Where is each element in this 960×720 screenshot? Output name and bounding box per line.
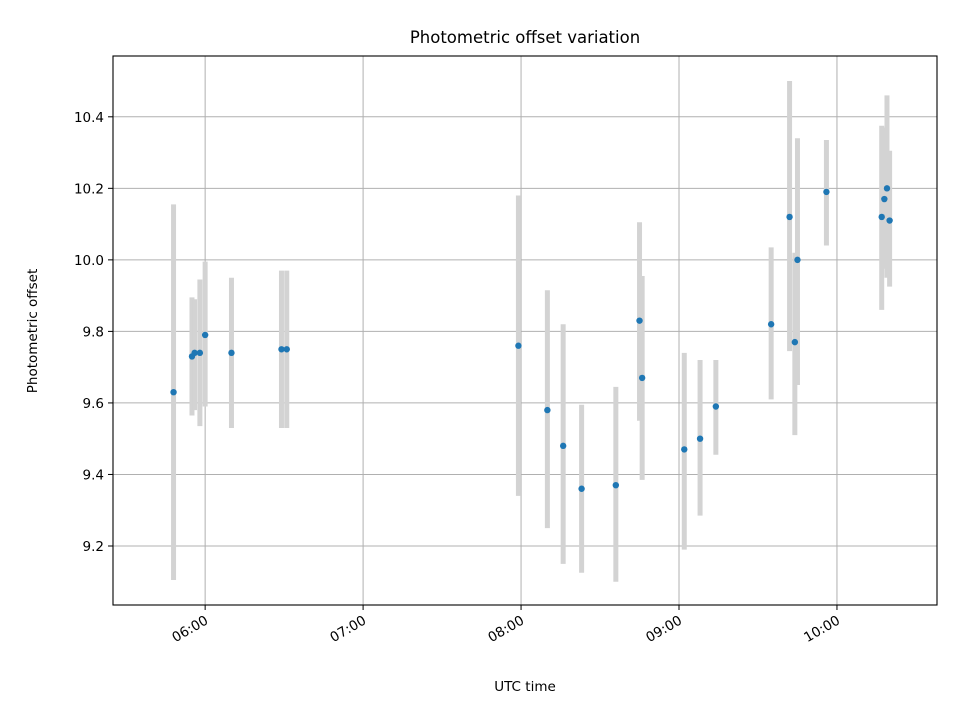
y-tick-label: 10.0 [74, 253, 104, 269]
data-point [638, 374, 646, 382]
grid [113, 56, 937, 605]
x-tick-label: 09:00 [643, 613, 685, 646]
data-point [791, 338, 799, 346]
y-tick-label: 9.6 [83, 396, 104, 412]
x-tick-label: 10:00 [801, 613, 843, 646]
data-point [191, 349, 198, 357]
data-point [559, 442, 567, 450]
data-point [878, 213, 885, 221]
x-tick-label: 08:00 [485, 613, 527, 646]
x-axis-label: UTC time [494, 679, 556, 695]
y-tick-label: 9.8 [83, 324, 104, 340]
data-point [515, 342, 522, 349]
data-point [578, 485, 585, 492]
data-point [883, 185, 891, 192]
y-tick-label: 9.4 [83, 467, 104, 483]
data-point [786, 213, 793, 221]
data-point [170, 388, 177, 396]
chart-title: Photometric offset variation [410, 28, 640, 47]
x-tick-label: 06:00 [169, 613, 211, 646]
data-point [196, 349, 204, 357]
data-point [278, 346, 285, 353]
x-tick-label: 07:00 [327, 613, 369, 646]
data-point [544, 406, 551, 414]
y-tick-label: 10.4 [74, 110, 104, 126]
data-point [681, 446, 688, 453]
data-point [886, 217, 893, 224]
data-point [612, 481, 620, 489]
data-point [228, 349, 235, 357]
plot-frame [112, 55, 938, 606]
axis-ticks: 06:00 07:00 08:00 09:00 10:00 9.2 9.4 9.6 9.8 10.… [74, 110, 843, 646]
data-point [881, 195, 888, 203]
y-tick-label: 9.2 [83, 539, 104, 555]
y-axis-label: Photometric offset [25, 269, 41, 393]
y-tick-label: 10.2 [74, 181, 104, 197]
data-point [201, 331, 209, 339]
data-point [794, 256, 801, 264]
data-point [283, 346, 290, 353]
data-point [696, 435, 704, 442]
data-point [767, 321, 775, 328]
data-point [823, 188, 830, 196]
data-point [712, 403, 720, 410]
data-points [170, 185, 893, 492]
data-point [636, 317, 643, 324]
